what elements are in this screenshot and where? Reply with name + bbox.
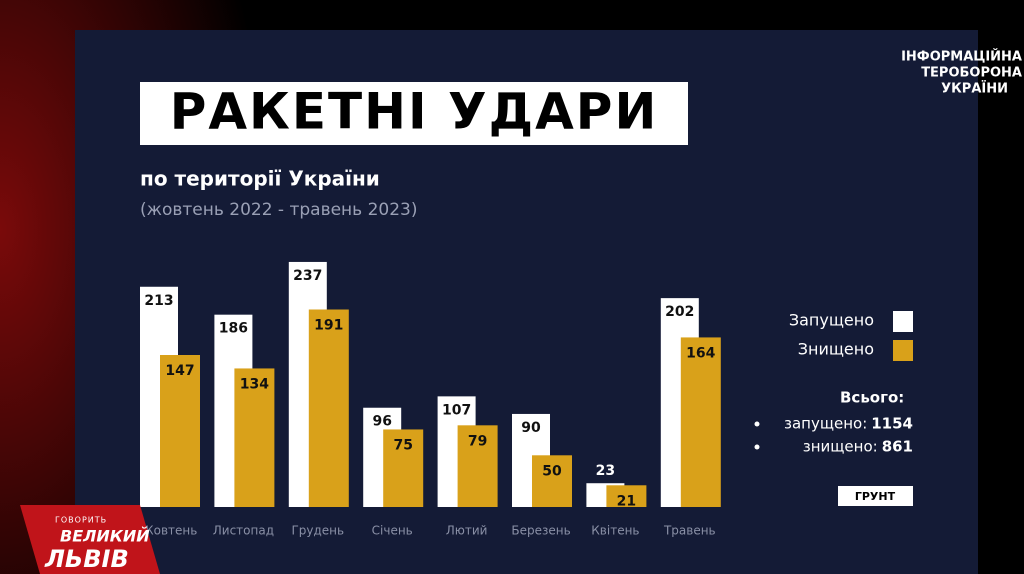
value-label: 96 xyxy=(372,414,391,430)
value-label: 186 xyxy=(219,321,248,337)
totals-title: Всього: xyxy=(840,389,904,407)
title-box xyxy=(140,82,688,145)
value-label: 147 xyxy=(165,363,194,379)
x-tick-label: Листопад xyxy=(213,524,274,538)
bar xyxy=(308,309,349,507)
x-tick-label: Грудень xyxy=(291,524,344,538)
legend: Запущено Знищено xyxy=(789,311,913,361)
x-tick-label: Березень xyxy=(511,524,570,538)
channel-logo: ВЕЛИКИЙ xyxy=(60,527,150,546)
bar xyxy=(160,355,200,507)
value-label: 23 xyxy=(596,463,615,479)
legend-label: Запущено xyxy=(789,311,874,330)
channel-logo: ЛЬВІВ xyxy=(44,545,129,573)
subtitle: по території України xyxy=(140,167,380,191)
value-label: 237 xyxy=(293,268,322,284)
source-logo: ГРУНТ xyxy=(855,490,896,503)
corner-logo: УКРАЇНИ xyxy=(941,81,1008,97)
value-label: 75 xyxy=(393,437,412,453)
channel-logo-bg xyxy=(20,505,160,574)
x-tick-label: Квітень xyxy=(591,524,639,538)
value-label: 107 xyxy=(442,402,471,418)
value-label: 134 xyxy=(240,376,269,392)
value-label: 213 xyxy=(144,293,173,309)
x-tick-label: Жовтень xyxy=(141,524,198,538)
corner-logo: ТЕРОБОРОНА xyxy=(921,66,1022,81)
total-label: запущено: xyxy=(784,415,867,433)
bars: Жовтень 213 147 Листопад 186 134 Грудень 237 191… xyxy=(140,261,721,538)
x-tick-label: Лютий xyxy=(446,524,488,538)
channel-logo: ГОВОРИТЬ xyxy=(55,516,107,525)
value-label: 164 xyxy=(686,345,715,361)
source-logo-box xyxy=(838,486,913,506)
legend-swatch xyxy=(893,340,913,361)
legend-label: Знищено xyxy=(798,340,874,359)
date-range: (жовтень 2022 - травень 2023) xyxy=(140,200,418,220)
chart-title: РАКЕТНІ УДАРИ xyxy=(170,83,659,141)
total-value: 1154 xyxy=(871,415,913,433)
bar xyxy=(383,429,424,507)
value-label: 50 xyxy=(542,463,562,479)
total-value: 861 xyxy=(882,438,913,456)
value-label: 202 xyxy=(665,304,694,320)
value-label: 191 xyxy=(314,318,343,334)
legend-swatch xyxy=(893,311,913,332)
bullet xyxy=(754,421,760,427)
value-label: 90 xyxy=(521,420,541,436)
value-label: 21 xyxy=(617,493,636,509)
bullet xyxy=(754,444,760,450)
bar xyxy=(680,337,721,507)
bar xyxy=(532,455,572,507)
corner-logo: ІНФОРМАЦІЙНА xyxy=(901,49,1022,65)
x-tick-label: Січень xyxy=(372,524,413,538)
total-label: знищено: xyxy=(803,438,878,456)
value-label: 79 xyxy=(468,433,487,449)
bar xyxy=(606,485,647,507)
x-tick-label: Травень xyxy=(663,524,716,538)
bar xyxy=(234,368,275,507)
bar xyxy=(457,425,498,507)
